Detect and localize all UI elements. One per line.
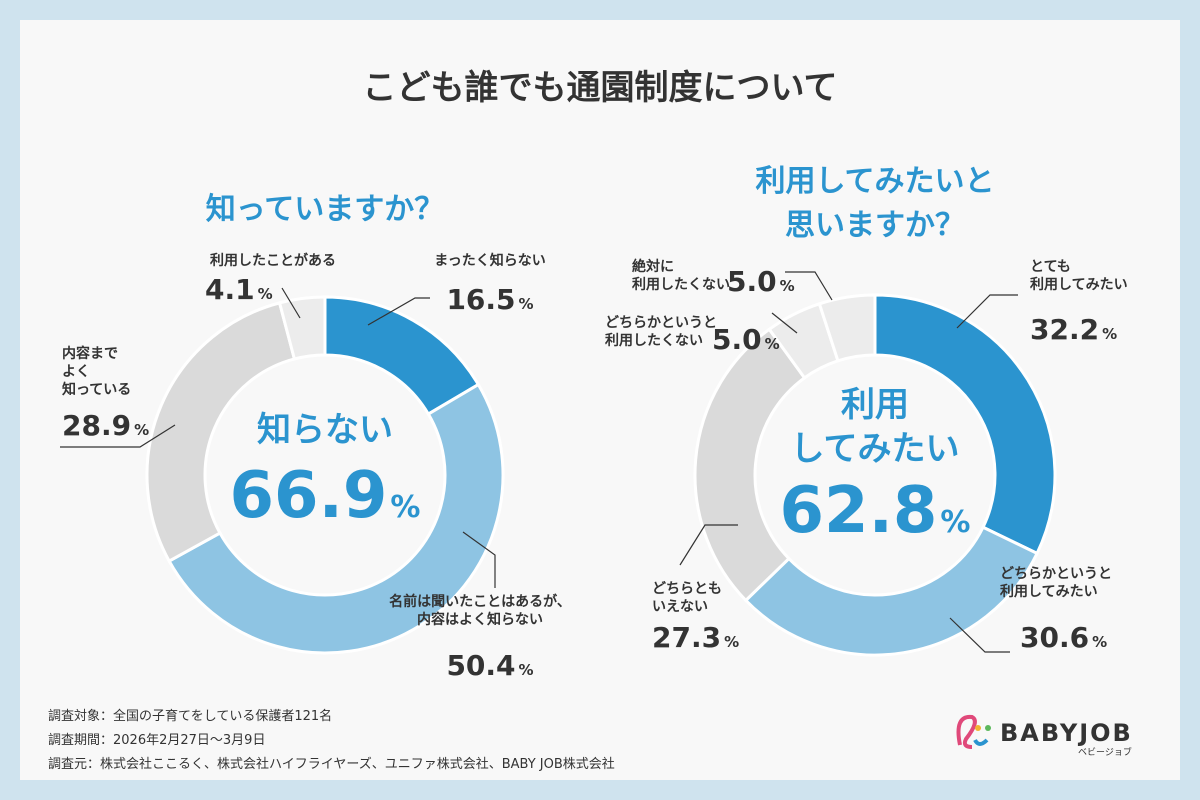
leader-line xyxy=(281,287,301,319)
chart-title: 利用してみたいと 思いますか？ xyxy=(755,164,995,243)
category-label: どちらとも いえない xyxy=(652,581,722,616)
value-label: 5.0% xyxy=(727,264,795,300)
value-unit: % xyxy=(518,661,534,679)
center-label: 利用 してみたい xyxy=(790,385,960,470)
leader-line xyxy=(679,524,738,566)
footnote: 調査対象：全国の子育てをしている保護者121名 xyxy=(48,709,333,724)
value-unit: % xyxy=(1092,633,1108,651)
leader-line xyxy=(956,294,1018,329)
category-label: 名前は聞いたことはあるが、 内容はよく知らない xyxy=(389,594,571,629)
value-number: 28.9 xyxy=(62,409,132,442)
center-unit: % xyxy=(940,505,971,540)
value-number: 4.1 xyxy=(205,273,255,306)
page-title: こども誰でも通園制度について xyxy=(362,68,838,108)
logo-text: BABYJOB xyxy=(1000,719,1133,747)
value-unit: % xyxy=(779,277,795,295)
value-label: 27.3% xyxy=(652,620,739,656)
donut-segment xyxy=(145,301,297,564)
leader-line xyxy=(949,617,1010,653)
footnote: 調査元：株式会社ここるく、株式会社ハイフライヤーズ、ユニファ株式会社、BABY … xyxy=(48,757,615,772)
center-unit: % xyxy=(390,490,421,525)
leader-line xyxy=(367,297,430,326)
footnote: 調査期間：2026年2月27日～3月9日 xyxy=(48,733,266,748)
value-unit: % xyxy=(518,295,534,313)
value-label: 50.4% xyxy=(446,648,533,684)
value-label: 16.5% xyxy=(446,282,533,318)
donut-segment xyxy=(817,293,877,363)
category-label: どちらかというと 利用してみたい xyxy=(1000,566,1112,601)
value-label: 5.0% xyxy=(712,322,780,358)
value-label: 32.2% xyxy=(1030,312,1117,348)
leader-line xyxy=(785,271,833,301)
value-unit: % xyxy=(724,633,740,651)
center-value: 66.9% xyxy=(230,455,421,538)
category-label: 内容まで よく 知っている xyxy=(62,346,132,399)
value-unit: % xyxy=(134,421,150,439)
value-number: 5.0 xyxy=(712,323,762,356)
chart-title: 知っていますか？ xyxy=(205,192,445,227)
category-label: 利用したことがある xyxy=(210,253,336,269)
value-number: 50.4 xyxy=(446,649,516,682)
category-label: 絶対に 利用したくない xyxy=(632,259,730,294)
category-label: まったく知らない xyxy=(434,253,546,269)
value-label: 28.9% xyxy=(62,408,149,444)
value-label: 30.6% xyxy=(1020,620,1107,656)
donut-segment xyxy=(693,327,807,603)
value-label: 4.1% xyxy=(205,272,273,308)
value-unit: % xyxy=(1102,325,1118,343)
category-label: どちらかというと 利用したくない xyxy=(605,315,717,350)
value-number: 32.2 xyxy=(1030,313,1100,346)
value-unit: % xyxy=(764,335,780,353)
donut-segment xyxy=(873,293,1057,556)
value-number: 5.0 xyxy=(727,265,777,298)
center-label: 知らない xyxy=(257,410,393,450)
value-number: 27.3 xyxy=(652,621,722,654)
leader-line xyxy=(771,312,798,334)
value-number: 16.5 xyxy=(446,283,516,316)
logo-kana: ベビージョブ xyxy=(1078,748,1132,758)
center-number: 66.9 xyxy=(229,459,388,533)
leader-line xyxy=(60,424,176,448)
donut-segment xyxy=(743,525,1040,657)
category-label: とても 利用してみたい xyxy=(1030,259,1128,294)
value-number: 30.6 xyxy=(1020,621,1090,654)
logo-icon xyxy=(956,714,991,749)
center-value: 62.8% xyxy=(780,470,971,553)
donut-segment xyxy=(277,295,327,361)
leader-line xyxy=(462,531,496,588)
center-number: 62.8 xyxy=(779,474,938,548)
value-unit: % xyxy=(257,285,273,303)
